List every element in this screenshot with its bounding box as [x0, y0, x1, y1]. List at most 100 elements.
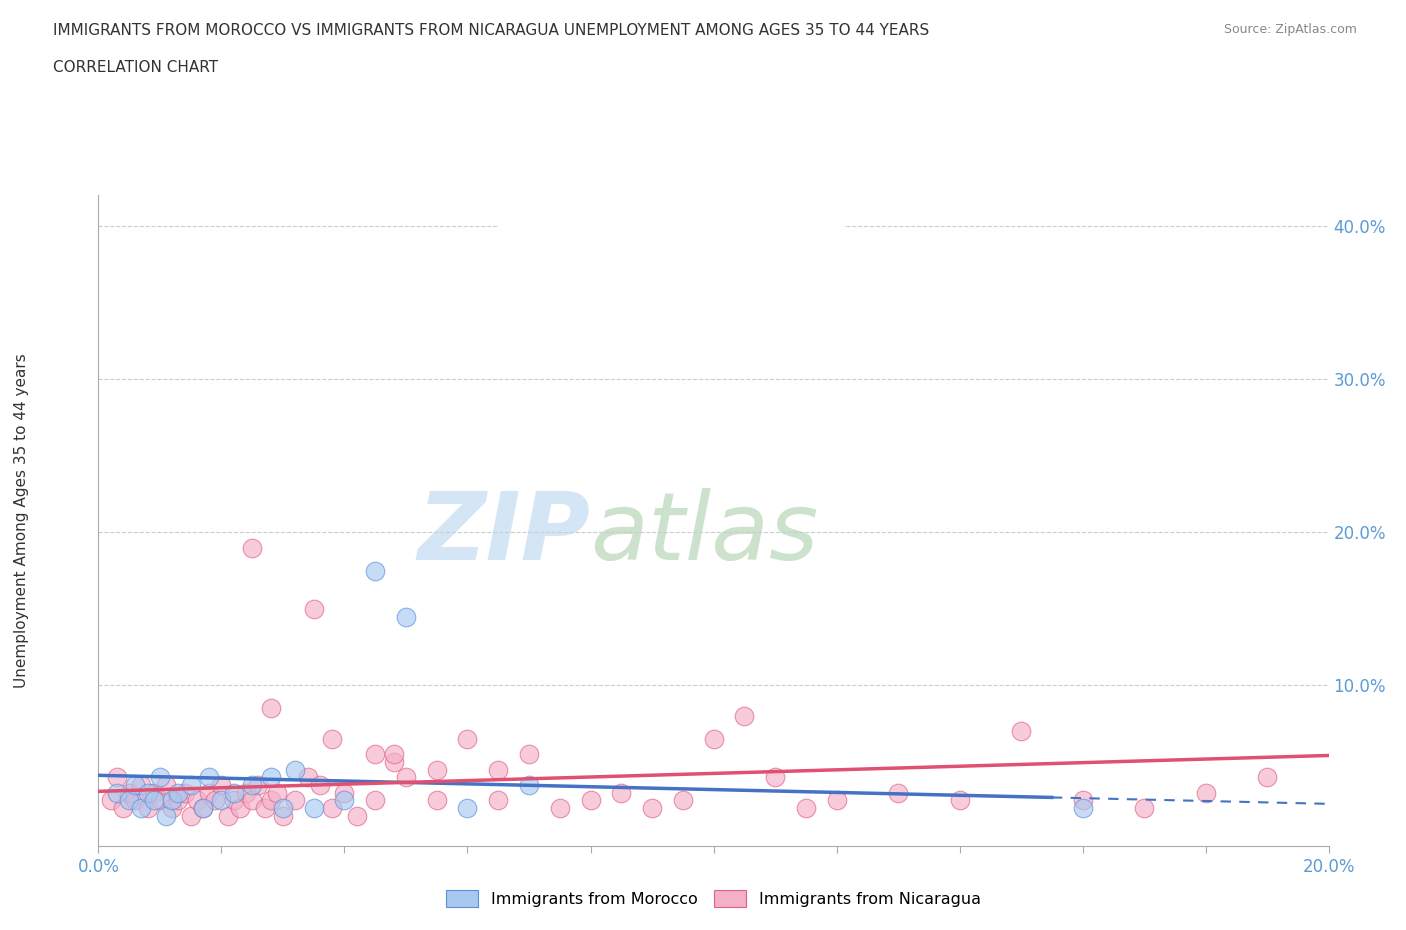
Point: [382, 754, 405, 769]
Point: [297, 770, 319, 785]
Point: [517, 777, 540, 792]
Point: [672, 793, 695, 808]
Point: [309, 777, 332, 792]
Point: [321, 732, 343, 747]
Text: R = -0.081   N = 26: R = -0.081 N = 26: [558, 159, 716, 174]
Text: atlas: atlas: [591, 488, 818, 579]
Point: [100, 793, 122, 808]
Point: [1071, 793, 1094, 808]
Point: [260, 770, 283, 785]
Point: [1195, 785, 1218, 800]
Point: [180, 808, 202, 823]
Point: [105, 770, 128, 785]
Point: [136, 785, 159, 800]
Point: [204, 793, 226, 808]
Point: [733, 709, 755, 724]
Point: [395, 770, 418, 785]
Point: [131, 801, 153, 816]
Point: [395, 609, 418, 624]
Point: [794, 801, 817, 816]
Point: [949, 793, 972, 808]
Point: [131, 777, 153, 792]
Point: [266, 785, 288, 800]
Text: IMMIGRANTS FROM MOROCCO VS IMMIGRANTS FROM NICARAGUA UNEMPLOYMENT AMONG AGES 35 : IMMIGRANTS FROM MOROCCO VS IMMIGRANTS FR…: [53, 23, 929, 38]
Point: [825, 793, 848, 808]
Point: [105, 785, 128, 800]
Point: [321, 801, 343, 816]
Point: [118, 793, 141, 808]
Point: [1133, 801, 1156, 816]
Point: [198, 770, 221, 785]
Bar: [513, 191, 547, 219]
Point: [364, 747, 387, 762]
Point: [186, 793, 208, 808]
Point: [191, 801, 214, 816]
Point: [112, 801, 135, 816]
Point: [191, 801, 214, 816]
Text: CORRELATION CHART: CORRELATION CHART: [53, 60, 218, 75]
Point: [1256, 770, 1278, 785]
Point: [271, 801, 294, 816]
Point: [198, 785, 221, 800]
Point: [456, 732, 478, 747]
Point: [124, 793, 146, 808]
Point: [149, 770, 172, 785]
Point: [162, 801, 183, 816]
Point: [1071, 801, 1094, 816]
Point: [426, 763, 449, 777]
Point: [240, 777, 263, 792]
Point: [641, 801, 664, 816]
Text: ZIP: ZIP: [418, 488, 591, 579]
Point: [142, 793, 165, 808]
Point: [155, 808, 177, 823]
Point: [247, 777, 270, 792]
Point: [136, 801, 159, 816]
Point: [118, 785, 141, 800]
Point: [364, 793, 387, 808]
Point: [124, 777, 146, 792]
Point: [229, 801, 252, 816]
Point: [167, 785, 190, 800]
Point: [180, 777, 202, 792]
Point: [579, 793, 602, 808]
Point: [456, 801, 478, 816]
Point: [217, 808, 239, 823]
Point: [1010, 724, 1032, 738]
Point: [333, 793, 356, 808]
Point: [222, 785, 245, 800]
Point: [222, 793, 245, 808]
Point: [167, 793, 190, 808]
Point: [763, 770, 786, 785]
Point: [240, 540, 263, 555]
Point: [260, 701, 283, 716]
Point: [887, 785, 910, 800]
Point: [142, 785, 165, 800]
Point: [211, 793, 233, 808]
Point: [302, 602, 325, 617]
Point: [486, 763, 509, 777]
Text: Source: ZipAtlas.com: Source: ZipAtlas.com: [1223, 23, 1357, 36]
Point: [235, 785, 257, 800]
Text: R =  0.197   N = 67: R = 0.197 N = 67: [558, 197, 714, 212]
Point: [486, 793, 509, 808]
Text: Unemployment Among Ages 35 to 44 years: Unemployment Among Ages 35 to 44 years: [14, 353, 28, 688]
Point: [173, 785, 195, 800]
FancyBboxPatch shape: [496, 143, 846, 229]
Point: [548, 801, 571, 816]
Point: [162, 793, 183, 808]
Point: [333, 785, 356, 800]
Point: [346, 808, 368, 823]
Point: [211, 777, 233, 792]
Point: [610, 785, 633, 800]
Point: [517, 747, 540, 762]
Point: [260, 793, 283, 808]
Point: [703, 732, 725, 747]
Legend: Immigrants from Morocco, Immigrants from Nicaragua: Immigrants from Morocco, Immigrants from…: [440, 884, 987, 913]
Point: [364, 564, 387, 578]
Point: [253, 801, 276, 816]
Point: [284, 763, 307, 777]
Point: [155, 777, 177, 792]
Bar: [513, 153, 547, 182]
Point: [284, 793, 307, 808]
Point: [426, 793, 449, 808]
